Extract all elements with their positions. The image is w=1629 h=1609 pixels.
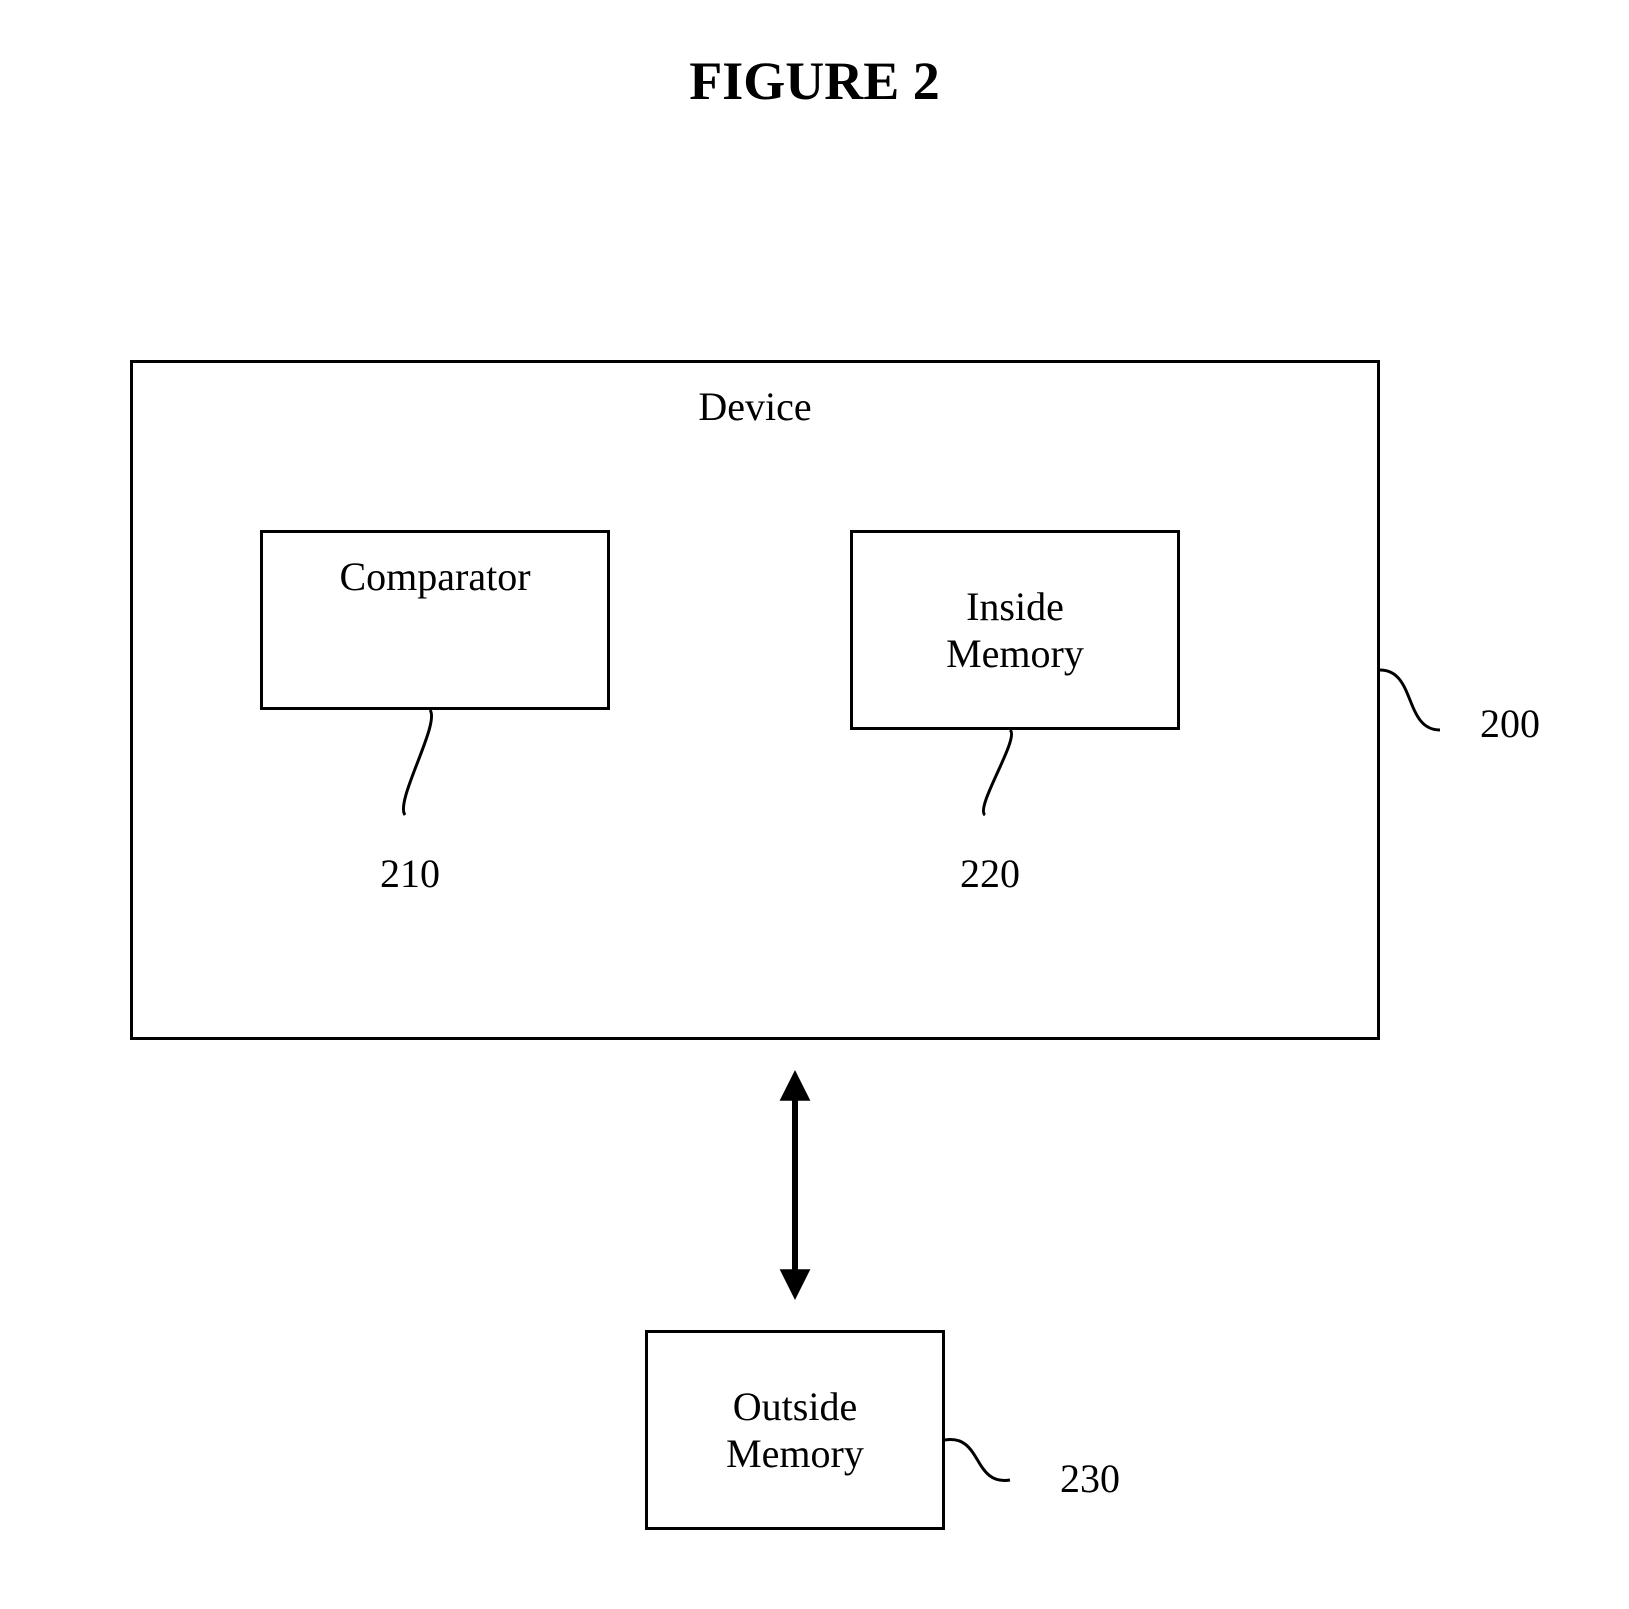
ref-210: 210 <box>380 850 440 897</box>
comparator-box: Comparator <box>260 530 610 710</box>
ref-220: 220 <box>960 850 1020 897</box>
ref-200: 200 <box>1480 700 1540 747</box>
outside-memory-box: OutsideMemory <box>645 1330 945 1530</box>
device-label: Device <box>698 383 811 430</box>
outside-memory-label: OutsideMemory <box>726 1383 864 1477</box>
diagram-canvas: FIGURE 2 Device Comparator InsideMemory … <box>0 0 1629 1609</box>
inside-memory-box: InsideMemory <box>850 530 1180 730</box>
ref-230: 230 <box>1060 1455 1120 1502</box>
figure-title: FIGURE 2 <box>0 50 1629 112</box>
inside-memory-label: InsideMemory <box>946 583 1084 677</box>
comparator-label: Comparator <box>339 553 530 600</box>
